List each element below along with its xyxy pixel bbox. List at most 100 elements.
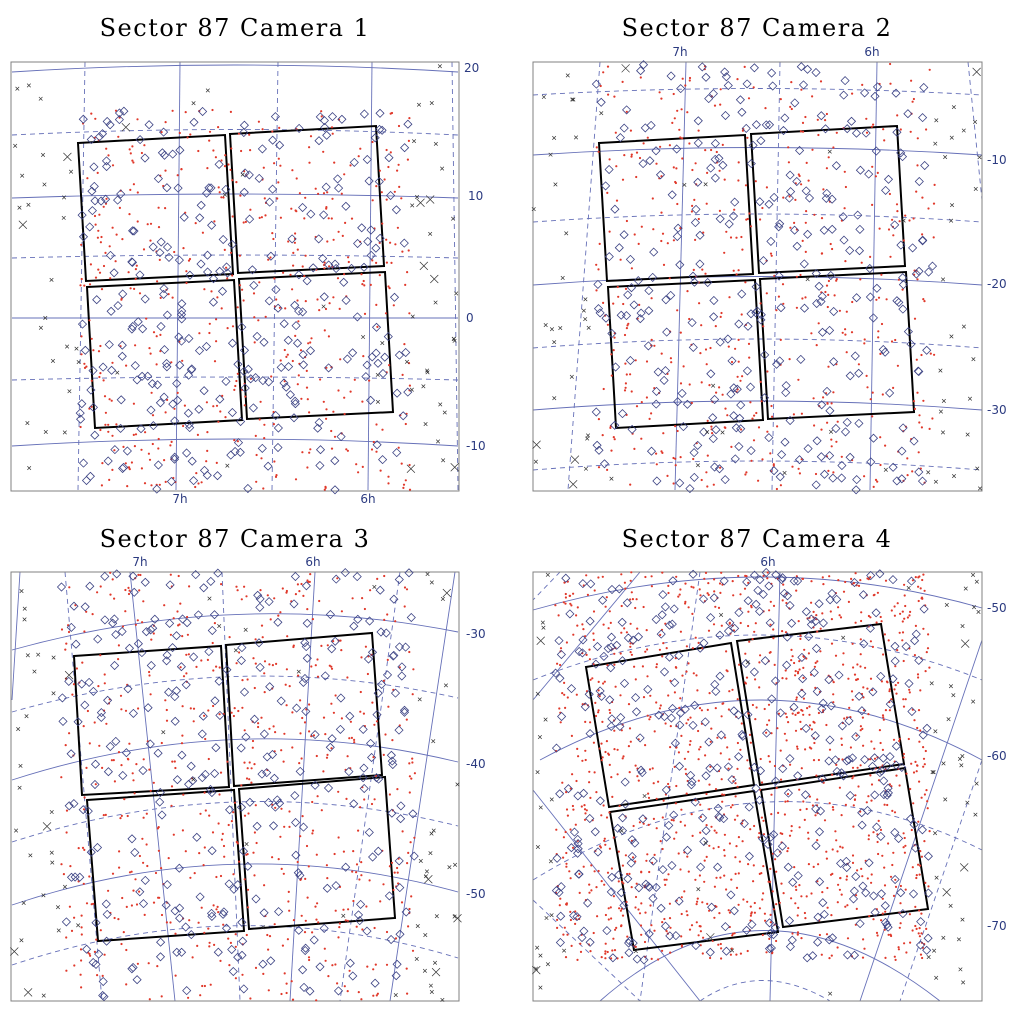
star-dot bbox=[788, 834, 792, 837]
star-dot bbox=[608, 230, 611, 233]
star-dot bbox=[612, 349, 615, 352]
target-diamond bbox=[81, 475, 92, 486]
target-diamond bbox=[877, 766, 887, 776]
target-diamond bbox=[871, 146, 881, 156]
star-dot bbox=[188, 919, 191, 922]
star-dot bbox=[370, 448, 374, 451]
star-dot bbox=[595, 791, 598, 794]
target-diamond bbox=[638, 60, 649, 70]
target-diamond bbox=[880, 347, 890, 357]
star-dot bbox=[660, 97, 663, 100]
star-dot bbox=[706, 485, 709, 488]
target-diamond bbox=[585, 616, 595, 626]
star-dot bbox=[381, 222, 384, 225]
star-dot bbox=[635, 882, 638, 885]
target-diamond bbox=[896, 148, 906, 158]
star-dot bbox=[684, 84, 687, 87]
star-dot bbox=[814, 472, 818, 476]
star-dot bbox=[99, 241, 102, 244]
star-dot bbox=[599, 84, 602, 88]
bright-star-cross bbox=[948, 684, 954, 689]
target-diamond bbox=[890, 874, 900, 885]
target-diamond bbox=[783, 862, 793, 872]
target-diamond bbox=[298, 350, 308, 360]
target-diamond bbox=[229, 884, 239, 894]
target-diamond bbox=[551, 743, 562, 753]
bright-star-cross bbox=[41, 893, 46, 898]
target-diamond bbox=[69, 601, 79, 611]
star-dot bbox=[602, 623, 605, 626]
target-diamond bbox=[91, 918, 101, 928]
star-dot bbox=[387, 482, 390, 485]
target-diamond bbox=[320, 122, 330, 133]
bright-star-cross bbox=[415, 924, 420, 929]
star-dot bbox=[645, 859, 648, 862]
star-dot bbox=[712, 847, 715, 850]
star-dot bbox=[824, 119, 827, 122]
star-dot bbox=[816, 798, 819, 801]
bright-star-cross bbox=[535, 945, 540, 950]
star-dot bbox=[149, 352, 152, 355]
star-dot bbox=[405, 718, 408, 721]
star-dot bbox=[203, 714, 206, 717]
star-dot bbox=[324, 485, 327, 488]
star-dot bbox=[820, 953, 823, 956]
star-dot bbox=[267, 948, 270, 951]
target-diamond bbox=[649, 247, 659, 257]
bright-star-cross bbox=[18, 220, 28, 229]
target-diamond bbox=[620, 777, 630, 787]
target-diamond bbox=[384, 891, 394, 901]
target-diamond bbox=[648, 893, 658, 903]
target-diamond bbox=[751, 783, 761, 793]
target-diamond bbox=[578, 579, 588, 589]
star-dot bbox=[629, 129, 633, 132]
star-dot bbox=[881, 912, 884, 915]
star-dot bbox=[898, 784, 901, 787]
target-diamond bbox=[775, 472, 785, 482]
target-diamond bbox=[741, 658, 751, 669]
star-dot bbox=[226, 760, 229, 763]
star-dot bbox=[694, 799, 697, 802]
bright-star-cross bbox=[967, 396, 973, 401]
star-dot bbox=[737, 903, 740, 906]
target-diamond bbox=[637, 768, 647, 778]
star-dot bbox=[663, 917, 666, 921]
star-dot bbox=[138, 854, 141, 858]
star-dot bbox=[884, 709, 888, 712]
target-diamond bbox=[273, 423, 283, 433]
star-dot bbox=[667, 591, 670, 595]
star-dot bbox=[933, 353, 936, 356]
target-diamond bbox=[693, 177, 703, 187]
target-diamond bbox=[624, 948, 634, 958]
star-dot bbox=[343, 173, 346, 176]
star-dot bbox=[921, 233, 924, 236]
target-diamond bbox=[353, 910, 364, 920]
star-dot bbox=[875, 931, 879, 935]
star-dot bbox=[901, 620, 904, 623]
star-dot bbox=[801, 121, 805, 124]
star-dot bbox=[157, 206, 160, 209]
target-diamond bbox=[174, 863, 184, 873]
star-dot bbox=[914, 576, 917, 579]
target-diamond bbox=[785, 170, 795, 180]
star-dot bbox=[96, 591, 99, 594]
target-diamond bbox=[855, 224, 865, 234]
star-dot bbox=[147, 962, 150, 965]
star-dot bbox=[610, 917, 613, 920]
star-dot bbox=[840, 893, 843, 896]
target-diamond bbox=[310, 780, 320, 790]
bright-star-cross bbox=[961, 980, 966, 985]
star-dot bbox=[193, 872, 196, 875]
star-dot bbox=[736, 785, 739, 788]
star-dot bbox=[179, 602, 182, 605]
star-dot bbox=[713, 916, 716, 919]
target-diamond bbox=[291, 817, 301, 828]
star-dot bbox=[594, 714, 598, 718]
star-dot bbox=[796, 931, 800, 934]
target-diamond bbox=[669, 810, 679, 820]
bright-star-cross bbox=[67, 389, 72, 394]
target-diamond bbox=[590, 827, 600, 837]
target-diamond bbox=[75, 408, 85, 418]
target-diamond bbox=[233, 359, 243, 369]
target-diamond bbox=[865, 623, 875, 633]
